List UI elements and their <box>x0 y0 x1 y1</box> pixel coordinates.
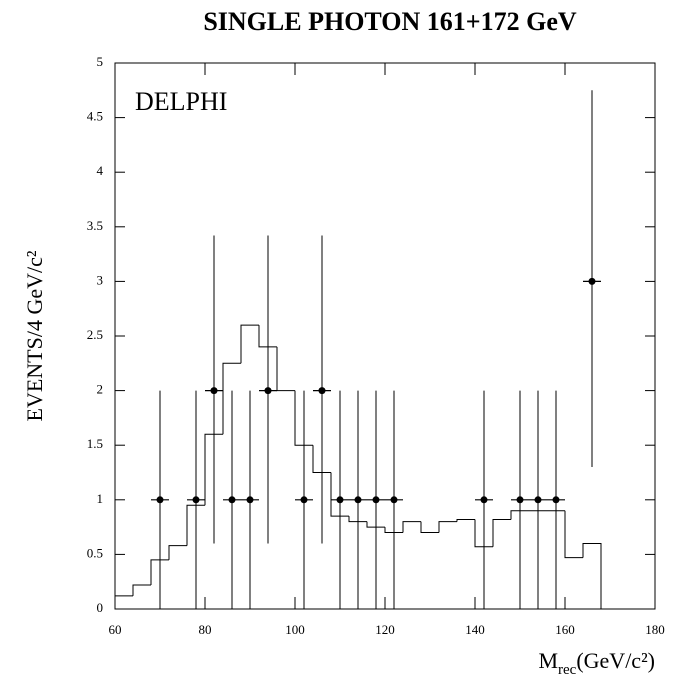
x-axis-label: Mrec(GeV/c²) <box>538 648 655 678</box>
histogram-bar <box>114 595 133 609</box>
y-tick-label: 1.5 <box>87 436 103 451</box>
x-tick-label: 80 <box>199 622 212 637</box>
y-tick-label: 3 <box>97 272 104 287</box>
data-point <box>372 496 380 504</box>
histogram-bar <box>312 445 331 473</box>
x-label-main: M <box>538 648 558 673</box>
data-point <box>390 496 398 504</box>
data-point <box>516 496 524 504</box>
data-point <box>534 496 542 504</box>
y-tick-label: 2 <box>97 382 104 397</box>
y-tick-label: 2.5 <box>87 327 103 342</box>
y-tick-label: 1 <box>97 491 104 506</box>
data-point <box>354 496 362 504</box>
data-point <box>228 496 236 504</box>
x-label-unit: (GeV/c²) <box>576 648 655 673</box>
histogram-bar <box>402 521 421 533</box>
histogram-bar <box>492 518 511 547</box>
x-label-sub: rec <box>558 662 577 678</box>
histogram-bar <box>384 527 403 534</box>
histogram-bar <box>150 559 169 585</box>
histogram-bar <box>420 521 439 534</box>
data-point <box>480 496 488 504</box>
y-tick-label: 0 <box>97 600 104 615</box>
chart-title: SINGLE PHOTON 161+172 GeV <box>203 7 577 36</box>
x-tick-label: 120 <box>375 622 395 637</box>
data-point <box>318 387 326 395</box>
y-tick-label: 0.5 <box>87 545 103 560</box>
histogram-bar <box>330 472 349 517</box>
x-tick-label: 100 <box>285 622 305 637</box>
data-point <box>192 496 200 504</box>
x-tick-label: 180 <box>645 622 665 637</box>
annotation: DELPHI <box>135 87 227 116</box>
y-tick-label: 4 <box>97 163 104 178</box>
data-point <box>210 387 218 395</box>
x-tick-label: 160 <box>555 622 575 637</box>
data-point <box>552 496 560 504</box>
histogram-bar <box>456 518 475 522</box>
histogram-bar <box>222 362 241 435</box>
histogram-bar <box>438 521 457 533</box>
histogram-bar <box>204 433 223 506</box>
y-axis-label: EVENTS/4 GeV/c² <box>22 250 47 421</box>
histogram-bar <box>366 521 385 528</box>
data-point <box>156 496 164 504</box>
data-point <box>246 496 254 504</box>
y-tick-label: 5 <box>97 54 104 69</box>
histogram-bar <box>582 542 602 609</box>
data-point <box>264 387 272 395</box>
histogram-bar <box>294 390 313 446</box>
histogram-bar <box>240 324 259 364</box>
x-tick-label: 60 <box>109 622 122 637</box>
histogram-bar <box>132 584 151 596</box>
histogram-bar <box>168 545 187 560</box>
histogram-bar <box>276 346 295 392</box>
data-point <box>588 277 596 285</box>
histogram-bar <box>474 519 493 548</box>
histogram-bar <box>510 510 529 520</box>
histogram-bar <box>564 510 583 559</box>
histogram-bar <box>348 516 367 523</box>
data-point <box>300 496 308 504</box>
x-tick-label: 140 <box>465 622 485 637</box>
data-point <box>336 496 344 504</box>
y-tick-label: 4.5 <box>87 109 103 124</box>
histogram-bar <box>186 504 205 546</box>
y-tick-label: 3.5 <box>87 218 103 233</box>
histogram-bar <box>258 325 277 348</box>
